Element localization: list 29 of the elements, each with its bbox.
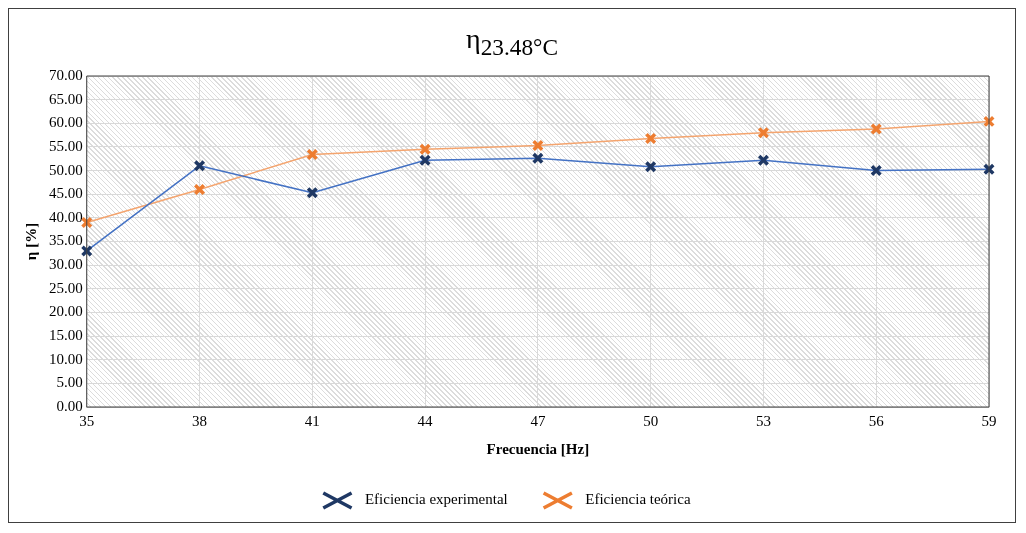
x-tick-label: 38 (192, 412, 208, 429)
x-tick-label: 41 (304, 412, 320, 429)
y-tick-label: 70.00 (49, 66, 83, 83)
y-tick-label: 60.00 (49, 114, 83, 131)
x-tick-label: 35 (79, 412, 95, 429)
y-axis-title: η [%] (22, 222, 39, 261)
chart-title: η$_{23.48°C}$ (464, 22, 559, 62)
x-tick-label: 44 (417, 412, 434, 429)
y-tick-label: 10.00 (49, 350, 83, 367)
y-tick-label: 50.00 (49, 161, 83, 178)
x-tick-label: 50 (643, 412, 659, 429)
x-tick-label: 59 (981, 412, 997, 429)
x-tick-label: 53 (755, 412, 771, 429)
y-tick-label: 20.00 (49, 303, 83, 320)
y-tick-label: 30.00 (49, 256, 83, 273)
y-tick-label: 65.00 (49, 90, 83, 107)
x-tick-label: 56 (868, 412, 885, 429)
y-tick-label: 55.00 (49, 137, 83, 154)
x-tick-label: 47 (530, 412, 546, 429)
y-tick-label: 0.00 (56, 397, 83, 414)
legend-label: Eficiencia teórica (585, 491, 691, 508)
y-tick-label: 5.00 (56, 374, 83, 391)
y-tick-label: 45.00 (49, 185, 83, 202)
y-tick-label: 25.00 (49, 279, 83, 296)
x-axis-title: Frecuencia [Hz] (486, 440, 590, 457)
y-tick-label: 35.00 (49, 232, 83, 249)
y-tick-label: 15.00 (49, 327, 83, 344)
y-tick-label: 40.00 (49, 208, 83, 225)
legend-label: Eficiencia experimental (364, 491, 508, 508)
